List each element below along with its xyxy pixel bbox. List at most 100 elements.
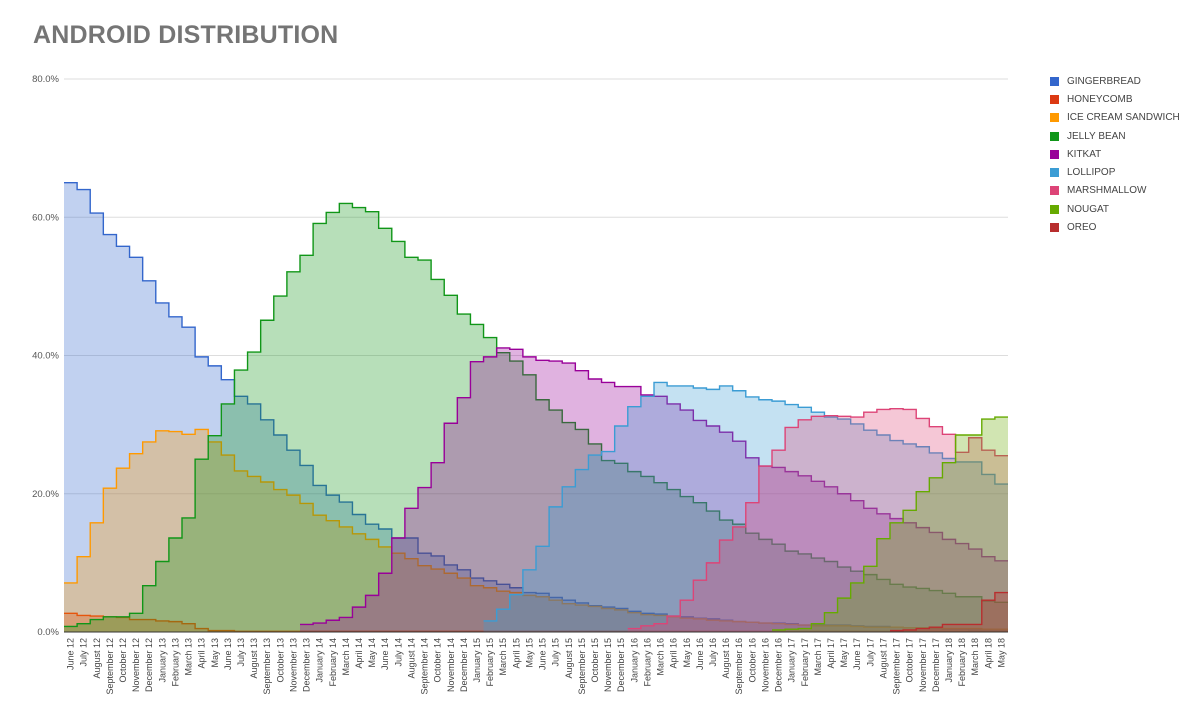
series-line-honeycomb — [64, 612, 1008, 633]
x-tick-label: July 13 — [236, 638, 246, 667]
legend-swatch — [1050, 113, 1059, 123]
x-tick-label: August 15 — [564, 638, 574, 679]
y-tick-label: 0.0% — [37, 627, 59, 638]
x-tick-label: April 16 — [669, 638, 679, 669]
x-tick-label: July 15 — [551, 638, 561, 667]
x-tick-label: July 17 — [865, 638, 875, 667]
legend-item: OREO — [1050, 218, 1180, 236]
x-tick-label: March 13 — [184, 638, 194, 676]
x-tick-label: September 15 — [577, 638, 587, 695]
x-tick-label: April 13 — [197, 638, 207, 669]
legend-swatch — [1050, 186, 1059, 196]
x-tick-label: July 14 — [393, 638, 403, 667]
x-tick-label: June 14 — [380, 638, 390, 670]
series-area-jelly-bean — [64, 203, 1008, 633]
x-tick-label: February 13 — [170, 638, 180, 687]
legend-swatch — [1050, 168, 1059, 178]
x-tick-label: February 16 — [642, 638, 652, 687]
legend-label: JELLY BEAN — [1067, 130, 1126, 142]
series-line-ice-cream-sandwich — [64, 428, 1008, 630]
legend-item: MARSHMALLOW — [1050, 182, 1180, 200]
x-tick-label: June 16 — [695, 638, 705, 670]
x-tick-label: August 17 — [878, 638, 888, 679]
legend-swatch — [1050, 223, 1059, 233]
x-tick-label: February 14 — [328, 638, 338, 687]
x-tick-label: January 14 — [315, 638, 325, 683]
series-area-ice-cream-sandwich — [64, 429, 1008, 632]
legend-label: MARSHMALLOW — [1067, 185, 1147, 197]
legend-item: HONEYCOMB — [1050, 90, 1180, 108]
series-line-nougat — [772, 416, 1008, 631]
legend-label: ICE CREAM SANDWICH — [1067, 112, 1180, 124]
x-tick-label: January 17 — [787, 638, 797, 683]
series-line-oreo — [890, 591, 1008, 632]
legend-item: LOLLIPOP — [1050, 163, 1180, 181]
x-tick-label: December 14 — [459, 638, 469, 692]
x-tick-label: September 16 — [734, 638, 744, 695]
x-tick-label: June 15 — [538, 638, 548, 670]
x-tick-label: September 13 — [262, 638, 272, 695]
legend-label: LOLLIPOP — [1067, 167, 1116, 179]
x-tick-label: May 15 — [524, 638, 534, 668]
x-tick-label: August 13 — [249, 638, 259, 679]
series-area-kitkat — [300, 347, 1008, 632]
x-tick-label: December 17 — [931, 638, 941, 692]
legend-label: NOUGAT — [1067, 203, 1110, 215]
x-tick-label: December 15 — [616, 638, 626, 692]
x-tick-label: April 18 — [983, 638, 993, 669]
x-tick-label: November 12 — [131, 638, 141, 692]
y-tick-label: 60.0% — [32, 212, 59, 223]
legend-item: ICE CREAM SANDWICH — [1050, 109, 1180, 127]
legend-item: NOUGAT — [1050, 200, 1180, 218]
legend-label: KITKAT — [1067, 148, 1102, 160]
x-tick-label: May 16 — [682, 638, 692, 668]
legend-item: KITKAT — [1050, 145, 1180, 163]
x-tick-label: September 14 — [420, 638, 430, 695]
x-tick-label: May 13 — [210, 638, 220, 668]
x-tick-label: February 17 — [800, 638, 810, 687]
x-tick-label: April 15 — [511, 638, 521, 669]
x-tick-label: March 15 — [498, 638, 508, 676]
x-tick-label: March 17 — [813, 638, 823, 676]
x-tick-label: January 15 — [472, 638, 482, 683]
x-tick-label: December 13 — [302, 638, 312, 692]
legend-swatch — [1050, 131, 1059, 141]
x-tick-label: September 17 — [892, 638, 902, 695]
legend-label: GINGERBREAD — [1067, 75, 1141, 87]
x-tick-label: April 17 — [826, 638, 836, 669]
x-tick-label: May 14 — [367, 638, 377, 668]
x-tick-label: January 18 — [944, 638, 954, 683]
x-tick-label: May 17 — [839, 638, 849, 668]
x-tick-label: October 17 — [905, 638, 915, 683]
x-tick-label: October 16 — [747, 638, 757, 683]
x-tick-label: June 12 — [66, 638, 76, 670]
legend-item: JELLY BEAN — [1050, 127, 1180, 145]
y-tick-label: 20.0% — [32, 489, 59, 500]
legend-swatch — [1050, 94, 1059, 104]
x-tick-label: November 17 — [918, 638, 928, 692]
x-tick-label: October 14 — [433, 638, 443, 683]
y-tick-label: 40.0% — [32, 351, 59, 362]
legend-label: OREO — [1067, 222, 1097, 234]
x-tick-label: November 16 — [760, 638, 770, 692]
x-tick-label: March 16 — [656, 638, 666, 676]
series-line-lollipop — [483, 381, 1008, 622]
legend-item: GINGERBREAD — [1050, 72, 1180, 90]
series-line-marshmallow — [627, 408, 1008, 630]
x-tick-label: July 12 — [79, 638, 89, 667]
x-tick-label: February 15 — [485, 638, 495, 687]
x-tick-label: October 15 — [590, 638, 600, 683]
series-area-marshmallow — [627, 408, 1008, 632]
x-tick-label: September 12 — [105, 638, 115, 695]
x-tick-label: March 18 — [970, 638, 980, 676]
x-tick-label: July 16 — [708, 638, 718, 667]
x-tick-label: November 14 — [446, 638, 456, 692]
x-tick-label: August 16 — [721, 638, 731, 679]
x-tick-label: October 13 — [275, 638, 285, 683]
series-line-jelly-bean — [64, 202, 1008, 628]
x-tick-label: June 13 — [223, 638, 233, 670]
legend-swatch — [1050, 76, 1059, 86]
x-tick-label: June 17 — [852, 638, 862, 670]
x-tick-label: January 16 — [629, 638, 639, 683]
